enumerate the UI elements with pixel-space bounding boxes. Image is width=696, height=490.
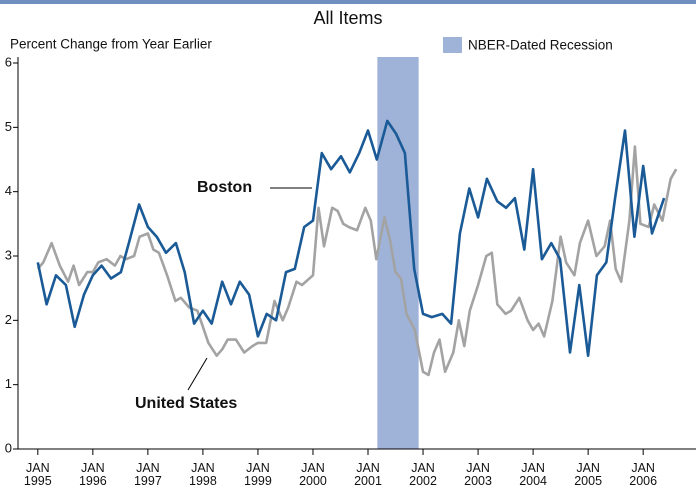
x-tick-label: JAN 2006 [629,461,658,488]
y-tick-label: 0 [5,440,12,455]
x-tick-label: JAN 1999 [244,461,272,488]
x-tick-label: JAN 2005 [574,461,603,488]
x-tick-label: JAN 2004 [519,461,547,488]
y-tick-label: 5 [5,119,12,134]
x-tick-label: JAN 2002 [409,461,437,488]
y-tick-label: 3 [5,247,12,262]
y-tick-label: 4 [5,183,12,198]
legend-swatch [443,37,462,53]
series-label: United States [135,395,237,412]
y-axis-label: Percent Change from Year Earlier [10,37,212,52]
chart-title: All Items [313,8,382,28]
x-tick-label: JAN 1995 [23,461,52,488]
legend-label: NBER-Dated Recession [468,38,613,53]
x-tick-label: JAN 2000 [299,461,327,488]
y-tick-label: 6 [5,54,12,69]
x-tick-label: JAN 1998 [189,461,217,488]
x-tick-label: JAN 1996 [78,461,107,488]
x-tick-label: JAN 1997 [133,461,162,488]
series-line [36,145,678,377]
label-leader [187,357,208,391]
y-tick-label: 2 [5,312,12,327]
y-tick-label: 1 [5,376,12,391]
series-line [36,119,666,357]
top-rule [0,0,696,4]
x-tick-label: JAN 2003 [464,461,492,488]
x-tick-label: JAN 2001 [354,461,382,488]
series-label: Boston [197,179,252,196]
